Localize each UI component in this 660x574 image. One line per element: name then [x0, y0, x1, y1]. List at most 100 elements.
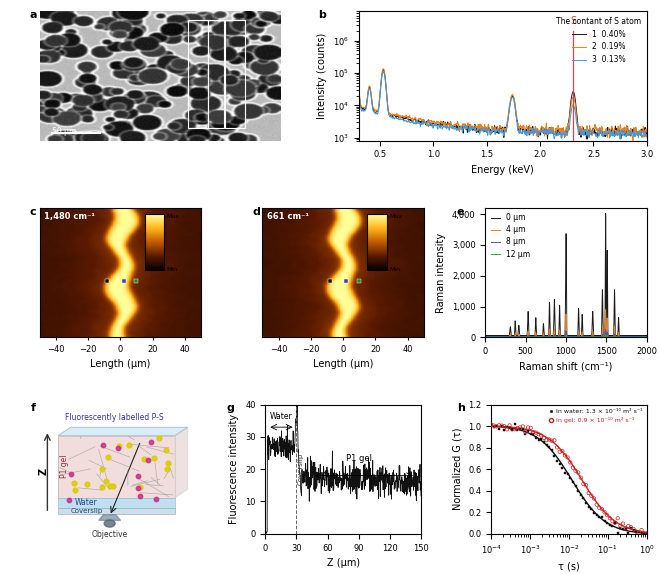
Point: [612, 514, 623, 523]
1  0.40%: [379, 67, 387, 73]
Point: [133, 472, 143, 481]
Text: d: d: [253, 207, 261, 217]
Point: [636, 529, 647, 538]
Point: [568, 477, 578, 486]
Point: [114, 441, 124, 450]
Point: [570, 481, 581, 490]
Point: [162, 459, 173, 468]
3  0.13%: [616, 135, 624, 142]
4 μm: [643, 333, 651, 340]
Point: [510, 420, 520, 429]
FancyBboxPatch shape: [58, 436, 175, 498]
Text: Z: Z: [38, 468, 48, 475]
2  0.19%: [588, 132, 596, 139]
Point: [599, 516, 610, 525]
1  0.40%: [648, 125, 656, 131]
Point: [525, 423, 536, 432]
Text: Coverslip: Coverslip: [70, 508, 102, 514]
Point: [517, 422, 528, 431]
Point: [112, 444, 123, 453]
Point: [539, 437, 549, 447]
Point: [623, 528, 634, 537]
Line: 8 μm: 8 μm: [485, 329, 647, 338]
2  0.19%: [555, 126, 563, 133]
0 μm: [599, 296, 607, 303]
Point: [607, 521, 618, 530]
Polygon shape: [58, 427, 187, 436]
Point: [531, 428, 541, 437]
Point: [581, 499, 591, 508]
Bar: [208, 20, 224, 128]
Text: S: S: [570, 16, 576, 26]
Point: [65, 469, 76, 478]
3  0.13%: [379, 68, 387, 75]
Point: [507, 425, 517, 434]
Bar: [225, 20, 246, 128]
2  0.19%: [350, 94, 358, 101]
4 μm: [493, 333, 501, 340]
Point: [597, 513, 607, 522]
Point: [636, 525, 647, 534]
Point: [70, 485, 81, 494]
Point: [570, 466, 581, 475]
0 μm: [558, 333, 566, 340]
Point: [546, 436, 557, 445]
Point: [639, 529, 649, 538]
3  0.13%: [555, 130, 563, 137]
2  0.19%: [648, 131, 656, 138]
Point: [499, 425, 510, 434]
Point: [618, 519, 628, 528]
4 μm: [638, 333, 646, 340]
8 μm: [550, 332, 558, 339]
Point: [583, 488, 594, 498]
Point: [146, 437, 156, 447]
Point: [573, 468, 583, 477]
Point: [510, 425, 520, 434]
2  0.19%: [471, 122, 478, 129]
Point: [160, 445, 171, 454]
3  0.13%: [481, 128, 489, 135]
Point: [154, 433, 164, 443]
Point: [162, 464, 172, 474]
Text: 50 μm: 50 μm: [51, 127, 76, 137]
4 μm: [481, 333, 489, 340]
0 μm: [602, 210, 610, 217]
Text: h: h: [457, 403, 465, 413]
3  0.13%: [648, 129, 656, 136]
Bar: [187, 20, 208, 128]
Point: [528, 429, 539, 439]
0 μm: [550, 298, 558, 305]
Point: [594, 513, 605, 522]
Point: [634, 529, 644, 538]
3  0.13%: [588, 128, 596, 135]
Point: [504, 421, 515, 430]
Point: [536, 434, 546, 443]
Point: [612, 529, 623, 538]
Point: [512, 426, 523, 435]
X-axis label: Raman shift (cm⁻¹): Raman shift (cm⁻¹): [519, 362, 612, 371]
Polygon shape: [175, 427, 187, 498]
Point: [494, 425, 504, 434]
2  0.19%: [379, 65, 387, 72]
Point: [626, 523, 636, 533]
Point: [573, 486, 583, 495]
Point: [642, 529, 652, 538]
X-axis label: Length (μm): Length (μm): [313, 359, 374, 370]
Point: [135, 482, 146, 491]
Point: [576, 490, 586, 499]
1  0.40%: [555, 127, 563, 134]
Point: [557, 463, 568, 472]
Point: [98, 441, 108, 450]
Point: [626, 522, 636, 532]
Point: [576, 473, 586, 482]
1  0.40%: [481, 125, 489, 132]
Line: 2  0.19%: 2 0.19%: [354, 69, 652, 141]
Point: [148, 453, 159, 463]
Point: [515, 425, 525, 434]
12 μm: [643, 334, 651, 341]
Point: [597, 505, 607, 514]
2  0.19%: [583, 123, 591, 130]
Text: Coverslip: Coverslip: [298, 453, 304, 485]
Y-axis label: Fluorescence intensity: Fluorescence intensity: [230, 414, 240, 524]
3  0.13%: [380, 71, 388, 77]
